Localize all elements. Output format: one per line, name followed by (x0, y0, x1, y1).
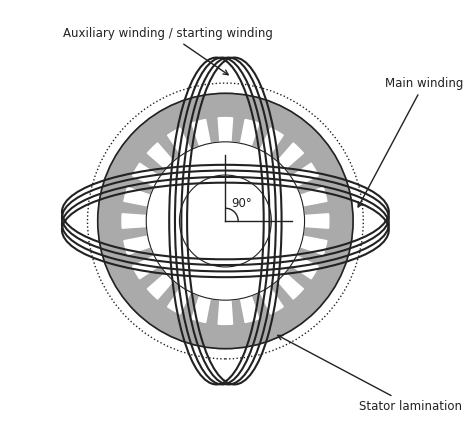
Polygon shape (274, 143, 303, 172)
Polygon shape (241, 285, 246, 294)
Polygon shape (257, 155, 264, 164)
Polygon shape (257, 278, 264, 287)
Circle shape (180, 175, 271, 267)
Polygon shape (287, 163, 319, 188)
Polygon shape (204, 285, 210, 294)
Polygon shape (240, 292, 259, 323)
Polygon shape (150, 219, 159, 223)
Polygon shape (132, 163, 164, 188)
Polygon shape (171, 267, 180, 275)
Polygon shape (224, 146, 227, 155)
Text: Main winding: Main winding (358, 76, 464, 207)
Polygon shape (124, 187, 155, 207)
Polygon shape (289, 200, 299, 205)
Polygon shape (271, 267, 280, 275)
Polygon shape (191, 119, 211, 150)
Text: 90°: 90° (232, 197, 252, 210)
Polygon shape (147, 143, 176, 172)
Polygon shape (168, 283, 192, 314)
Polygon shape (186, 278, 193, 287)
Polygon shape (258, 283, 283, 314)
Text: Stator lamination: Stator lamination (278, 335, 463, 413)
Polygon shape (122, 214, 151, 228)
Polygon shape (289, 237, 299, 242)
Polygon shape (152, 200, 162, 205)
Polygon shape (282, 253, 292, 260)
Polygon shape (296, 235, 327, 255)
Polygon shape (300, 214, 329, 228)
Polygon shape (132, 254, 164, 279)
Polygon shape (271, 167, 280, 175)
Polygon shape (296, 187, 327, 207)
Polygon shape (191, 292, 211, 323)
Circle shape (98, 93, 353, 349)
Polygon shape (224, 287, 227, 296)
Polygon shape (124, 235, 155, 255)
Polygon shape (171, 167, 180, 175)
Polygon shape (282, 182, 292, 189)
Polygon shape (204, 148, 210, 157)
Polygon shape (152, 237, 162, 242)
Polygon shape (287, 254, 319, 279)
Text: Auxiliary winding / starting winding: Auxiliary winding / starting winding (63, 27, 273, 75)
Circle shape (146, 142, 305, 300)
Polygon shape (218, 118, 233, 146)
Polygon shape (241, 148, 246, 157)
Polygon shape (159, 253, 169, 260)
Polygon shape (147, 270, 176, 299)
Polygon shape (186, 155, 193, 164)
Polygon shape (159, 182, 169, 189)
Polygon shape (274, 270, 303, 299)
Polygon shape (292, 219, 301, 223)
Polygon shape (218, 296, 233, 324)
Polygon shape (168, 128, 192, 159)
Polygon shape (258, 128, 283, 159)
Polygon shape (240, 119, 259, 150)
